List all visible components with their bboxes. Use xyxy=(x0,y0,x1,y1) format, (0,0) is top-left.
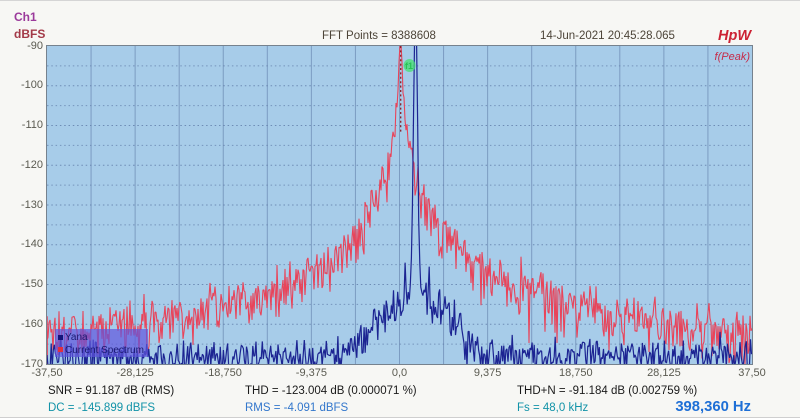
svg-text:Yana: Yana xyxy=(65,332,88,343)
svg-text:f1: f1 xyxy=(405,61,413,71)
svg-text:f(Peak): f(Peak) xyxy=(715,51,751,63)
svg-text:Current Spectrum: Current Spectrum xyxy=(65,345,144,356)
